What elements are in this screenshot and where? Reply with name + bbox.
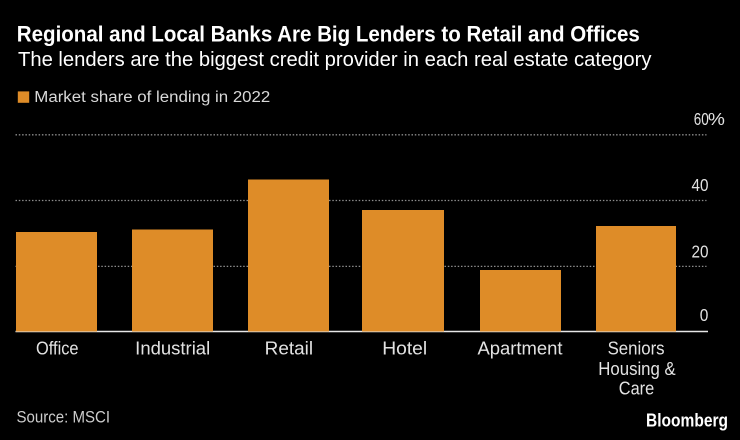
svg-text:20: 20 [692,241,709,261]
svg-text:Care: Care [619,378,654,399]
svg-text:Apartment: Apartment [478,337,563,358]
svg-text:Office: Office [36,337,79,358]
svg-text:60: 60 [694,109,709,129]
svg-text:0: 0 [700,305,709,325]
svg-text:Retail: Retail [265,337,313,358]
svg-text:40: 40 [692,175,709,195]
svg-text:Market share of lending in 202: Market share of lending in 2022 [34,89,270,106]
svg-text:%: % [708,109,725,129]
svg-text:Hotel: Hotel [382,337,427,358]
svg-text:The lenders are the biggest cr: The lenders are the biggest credit provi… [18,49,652,71]
svg-text:Housing &: Housing & [598,358,675,379]
svg-text:Industrial: Industrial [135,337,210,358]
svg-text:Source: MSCI: Source: MSCI [17,409,111,427]
svg-text:Bloomberg: Bloomberg [646,410,728,431]
svg-text:Regional and Local Banks Are B: Regional and Local Banks Are Big Lenders… [17,22,640,47]
svg-text:Seniors: Seniors [608,337,665,358]
